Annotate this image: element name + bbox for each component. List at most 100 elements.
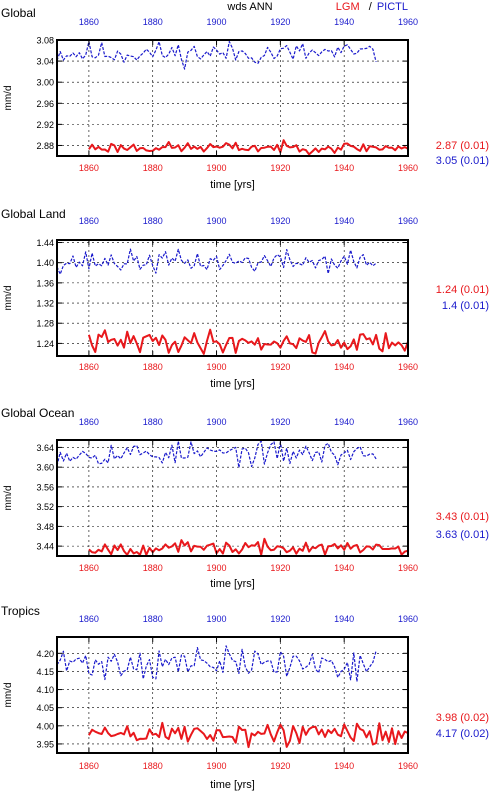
bottom-tick-label: 1920 <box>270 163 290 173</box>
y-axis-label: mm/d <box>3 683 14 708</box>
top-tick-label: 1880 <box>143 216 163 226</box>
lgm-series-line <box>87 328 409 355</box>
pictl-mean-label: 1.4 (0.01) <box>442 300 489 312</box>
y-tick-label: 1.32 <box>36 299 54 309</box>
plot-frame <box>56 39 409 157</box>
panel-title: Global <box>1 6 36 20</box>
top-tick-label: 1960 <box>398 216 418 226</box>
x-axis-label: time [yrs] <box>210 378 255 390</box>
y-tick-label: 3.08 <box>36 36 54 46</box>
y-tick-label: 2.96 <box>36 99 54 109</box>
top-tick-label: 1900 <box>207 216 227 226</box>
pictl-series-line <box>56 440 377 469</box>
y-tick-label: 4.00 <box>36 721 54 731</box>
bottom-tick-label: 1900 <box>207 761 227 771</box>
panel-tropics: Tropics 4.20 4.15 4.10 4.05 4.00 3.95 mm/d 1860 1… <box>1 604 489 791</box>
y-tick-label: 3.95 <box>36 739 54 749</box>
y-tick-label: 3.00 <box>36 78 54 88</box>
y-tick-label: 4.15 <box>36 667 54 677</box>
x-axis-label: time [yrs] <box>210 179 255 191</box>
bottom-tick-label: 1920 <box>270 761 290 771</box>
panel-title: Global Land <box>1 207 66 221</box>
y-tick-label: 2.88 <box>36 141 54 151</box>
y-tick-label: 4.05 <box>36 703 54 713</box>
y-tick-label: 3.64 <box>36 443 54 453</box>
bottom-tick-label: 1860 <box>79 163 99 173</box>
top-tick-label: 1920 <box>270 17 290 27</box>
panel-title: Global Ocean <box>1 406 74 420</box>
series-legend: LGM / PICTL <box>336 1 408 13</box>
y-axis-label: mm/d <box>3 86 14 111</box>
bottom-tick-label: 1940 <box>334 362 354 372</box>
y-tick-label: 3.04 <box>36 57 54 67</box>
bottom-tick-label: 1900 <box>207 563 227 573</box>
lgm-mean-label: 2.87 (0.01) <box>436 140 489 152</box>
bottom-tick-label: 1940 <box>334 163 354 173</box>
y-axis-label: mm/d <box>3 486 14 511</box>
top-tick-label: 1880 <box>143 17 163 27</box>
top-tick-label: 1920 <box>270 216 290 226</box>
bottom-tick-label: 1920 <box>270 362 290 372</box>
bottom-tick-label: 1880 <box>143 761 163 771</box>
pictl-mean-label: 3.05 (0.01) <box>436 155 489 167</box>
pictl-series-line <box>56 248 377 275</box>
y-tick-label: 1.44 <box>36 238 54 248</box>
pictl-mean-label: 3.63 (0.01) <box>436 529 489 541</box>
bottom-tick-label: 1920 <box>270 563 290 573</box>
x-axis-label: time [yrs] <box>210 779 255 791</box>
bottom-tick-label: 1860 <box>79 761 99 771</box>
y-tick-label: 1.36 <box>36 278 54 288</box>
y-tick-label: 1.24 <box>36 339 54 349</box>
x-axis-label: time [yrs] <box>210 578 255 590</box>
lgm-series-line <box>88 537 409 556</box>
legend-separator: / <box>369 1 373 13</box>
top-tick-label: 1920 <box>270 614 290 624</box>
y-tick-label: 3.48 <box>36 522 54 532</box>
panel-global: Global 3.08 3.04 3.00 2.96 2.92 2.88 mm/d 1860 18… <box>1 6 489 191</box>
y-tick-label: 3.60 <box>36 463 54 473</box>
y-tick-label: 1.40 <box>36 258 54 268</box>
top-tick-label: 1940 <box>334 216 354 226</box>
bottom-tick-label: 1900 <box>207 163 227 173</box>
top-tick-label: 1920 <box>270 417 290 427</box>
panels: Global 3.08 3.04 3.00 2.96 2.92 2.88 mm/d 1860 18… <box>1 6 489 791</box>
bottom-tick-label: 1960 <box>398 362 418 372</box>
top-tick-label: 1860 <box>79 17 99 27</box>
bottom-tick-label: 1960 <box>398 563 418 573</box>
top-tick-label: 1860 <box>79 614 99 624</box>
bottom-tick-label: 1940 <box>334 563 354 573</box>
panel-global-ocean: Global Ocean 3.64 3.60 3.56 3.52 3.48 3.44 mm/d… <box>1 406 489 590</box>
pictl-series-line <box>56 40 377 70</box>
top-tick-label: 1880 <box>143 614 163 624</box>
y-tick-label: 2.92 <box>36 120 54 130</box>
lgm-series-line <box>88 139 409 156</box>
top-tick-label: 1880 <box>143 417 163 427</box>
y-tick-label: 3.56 <box>36 482 54 492</box>
bottom-tick-label: 1940 <box>334 761 354 771</box>
panel-title: Tropics <box>1 604 40 618</box>
bottom-tick-label: 1880 <box>143 163 163 173</box>
y-axis-label: mm/d <box>3 286 14 311</box>
top-tick-label: 1940 <box>334 614 354 624</box>
bottom-tick-label: 1880 <box>143 362 163 372</box>
bottom-tick-label: 1880 <box>143 563 163 573</box>
top-tick-label: 1960 <box>398 17 418 27</box>
pictl-series-line <box>56 645 377 683</box>
figure-header: wds ANN LGM / PICTL <box>226 1 408 13</box>
pictl-mean-label: 4.17 (0.02) <box>436 728 489 740</box>
y-tick-label: 3.52 <box>36 502 54 512</box>
bottom-tick-label: 1960 <box>398 761 418 771</box>
top-tick-label: 1900 <box>207 614 227 624</box>
grid-lines <box>57 440 408 556</box>
lgm-mean-label: 1.24 (0.01) <box>436 284 489 296</box>
y-tick-label: 3.44 <box>36 542 54 552</box>
bottom-tick-label: 1900 <box>207 362 227 372</box>
panel-global-land: Global Land 1.44 1.40 1.36 1.32 1.28 1.24 mm/d 1… <box>1 207 489 390</box>
top-tick-label: 1940 <box>334 417 354 427</box>
top-tick-label: 1900 <box>207 417 227 427</box>
plot-frame <box>56 239 409 357</box>
y-tick-label: 4.20 <box>36 649 54 659</box>
legend-lgm-label: LGM <box>336 1 360 13</box>
bottom-tick-label: 1960 <box>398 163 418 173</box>
